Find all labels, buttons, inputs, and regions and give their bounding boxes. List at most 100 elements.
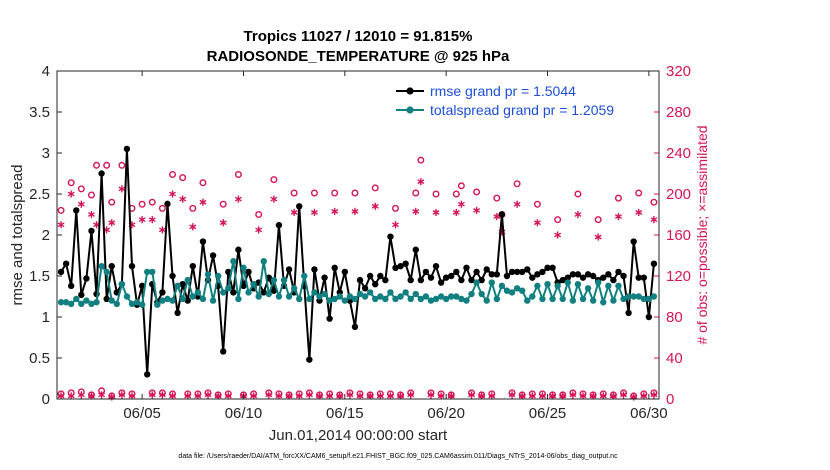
rmse-point-93 — [529, 274, 536, 281]
obs-possible-marker-17 — [138, 200, 146, 208]
totalspread-point-29 — [204, 271, 212, 278]
totalspread-point-18 — [149, 268, 156, 276]
rmse-point-84 — [483, 266, 490, 273]
totalspread-point-5 — [83, 297, 90, 304]
rmse-point-78 — [453, 268, 460, 276]
totalspread-point-93 — [529, 293, 536, 300]
totalspread-point-69 — [407, 295, 414, 303]
data-file-footer: data file: /Users/raeder/DAI/ATM_forcXX/… — [178, 453, 618, 460]
rmse-point-8 — [98, 170, 105, 177]
rmse-point-23 — [174, 309, 181, 317]
totalspread-point-112 — [625, 293, 632, 300]
obs-assimilated-marker-69 — [478, 392, 486, 400]
totalspread-point-94 — [534, 282, 541, 290]
obs-assimilated-marker-81 — [559, 392, 567, 400]
obs-possible-marker-71 — [493, 194, 501, 202]
rmse-point-72 — [422, 268, 430, 276]
rmse-point-97 — [549, 264, 556, 271]
totalspread-point-20 — [159, 297, 166, 304]
obs-assimilated-marker-93 — [640, 392, 648, 400]
obs-possible-marker-59 — [412, 189, 420, 197]
plot-frame — [56, 70, 660, 400]
obs-assimilated-marker-29 — [204, 391, 212, 399]
rmse-point-81 — [468, 276, 475, 284]
totalspread-point-100 — [564, 279, 571, 286]
rmse-point-50 — [311, 266, 318, 273]
obs-assimilated-marker-49 — [346, 391, 354, 399]
y-left-tick-label-3: 1.5 — [29, 268, 50, 285]
rmse-point-56 — [341, 268, 349, 276]
rmse-point-65 — [387, 233, 394, 240]
obs-possible-marker-8 — [93, 161, 101, 169]
obs-possible-marker-60 — [417, 156, 425, 164]
totalspread-point-109 — [610, 297, 617, 304]
obs-assimilated-marker-20 — [158, 391, 166, 399]
y-right-tick-label-2: 80 — [666, 309, 683, 326]
obs-possible-marker-33 — [234, 171, 242, 179]
totalspread-point-117 — [650, 293, 658, 300]
totalspread-point-61 — [366, 289, 374, 296]
obs-assimilated-marker-41 — [290, 208, 298, 217]
obs-possible-marker-86 — [594, 216, 602, 224]
totalspread-point-19 — [154, 301, 161, 308]
obs-assimilated-marker-2 — [67, 392, 75, 400]
totalspread-point-104 — [584, 285, 592, 292]
rmse-point-45 — [285, 266, 293, 273]
totalspread-point-82 — [473, 279, 480, 286]
x-tick-label-3: 06/20 — [427, 405, 465, 422]
obs-assimilated-marker-67 — [468, 391, 475, 399]
y-left-tick-label-7: 3.5 — [29, 104, 50, 121]
obs-assimilated-marker-43 — [305, 391, 313, 399]
rmse-point-22 — [169, 272, 176, 280]
x-axis-label: Jun.01,2014 00:00:00 start — [269, 427, 448, 444]
x-tick-label-0: 06/05 — [123, 405, 161, 422]
totalspread-point-52 — [321, 290, 328, 298]
obs-assimilated-marker-47 — [331, 207, 339, 216]
totalspread-point-110 — [615, 282, 622, 290]
rmse-point-10 — [108, 262, 115, 270]
obs-assimilated-marker-39 — [275, 392, 283, 400]
rmse-point-14 — [128, 262, 136, 270]
rmse-point-49 — [306, 356, 313, 363]
obs-assimilated-marker-78 — [538, 392, 546, 400]
rmse-point-36 — [240, 282, 247, 290]
rmse-point-63 — [377, 272, 384, 280]
totalspread-point-113 — [630, 293, 637, 300]
obs-possible-marker-13 — [118, 161, 126, 169]
rmse-point-113 — [630, 238, 637, 245]
x-tick-label-5: 06/30 — [630, 405, 668, 422]
totalspread-point-40 — [260, 258, 267, 265]
obs-assimilated-marker-22 — [169, 190, 177, 198]
totalspread-point-70 — [412, 290, 419, 298]
rmse-point-80 — [463, 264, 470, 271]
rmse-point-34 — [230, 289, 237, 296]
rmse-point-101 — [569, 271, 577, 278]
y-left-tick-label-0: 0 — [42, 391, 50, 408]
rmse-point-33 — [225, 268, 232, 276]
obs-assimilated-marker-63 — [437, 392, 445, 400]
rmse-point-64 — [382, 276, 389, 284]
totalspread-point-73 — [427, 297, 435, 304]
obs-assimilated-marker-6 — [87, 392, 95, 400]
totalspread-point-11 — [113, 300, 120, 308]
rmse-point-68 — [402, 260, 409, 267]
obs-assimilated-marker-77 — [533, 219, 541, 227]
totalspread-point-32 — [220, 289, 227, 296]
rmse-point-67 — [397, 262, 404, 270]
y-right-tick-label-5: 200 — [666, 186, 691, 203]
obs-assimilated-marker-65 — [452, 208, 460, 217]
totalspread-point-16 — [138, 301, 146, 308]
rmse-point-35 — [235, 246, 242, 253]
obs-assimilated-marker-17 — [138, 216, 146, 224]
rmse-point-1 — [62, 260, 70, 267]
totalspread-point-76 — [442, 295, 450, 303]
obs-assimilated-marker-37 — [265, 391, 273, 399]
obs-assimilated-marker-26 — [189, 223, 197, 231]
obs-possible-marker-68 — [473, 188, 481, 196]
totalspread-point-75 — [437, 293, 445, 300]
totalspread-point-55 — [336, 293, 343, 300]
rmse-point-104 — [584, 271, 592, 278]
y-left-tick-label-8: 4 — [42, 63, 50, 80]
obs-assimilated-marker-23 — [169, 392, 177, 400]
obs-assimilated-marker-42 — [295, 392, 303, 400]
